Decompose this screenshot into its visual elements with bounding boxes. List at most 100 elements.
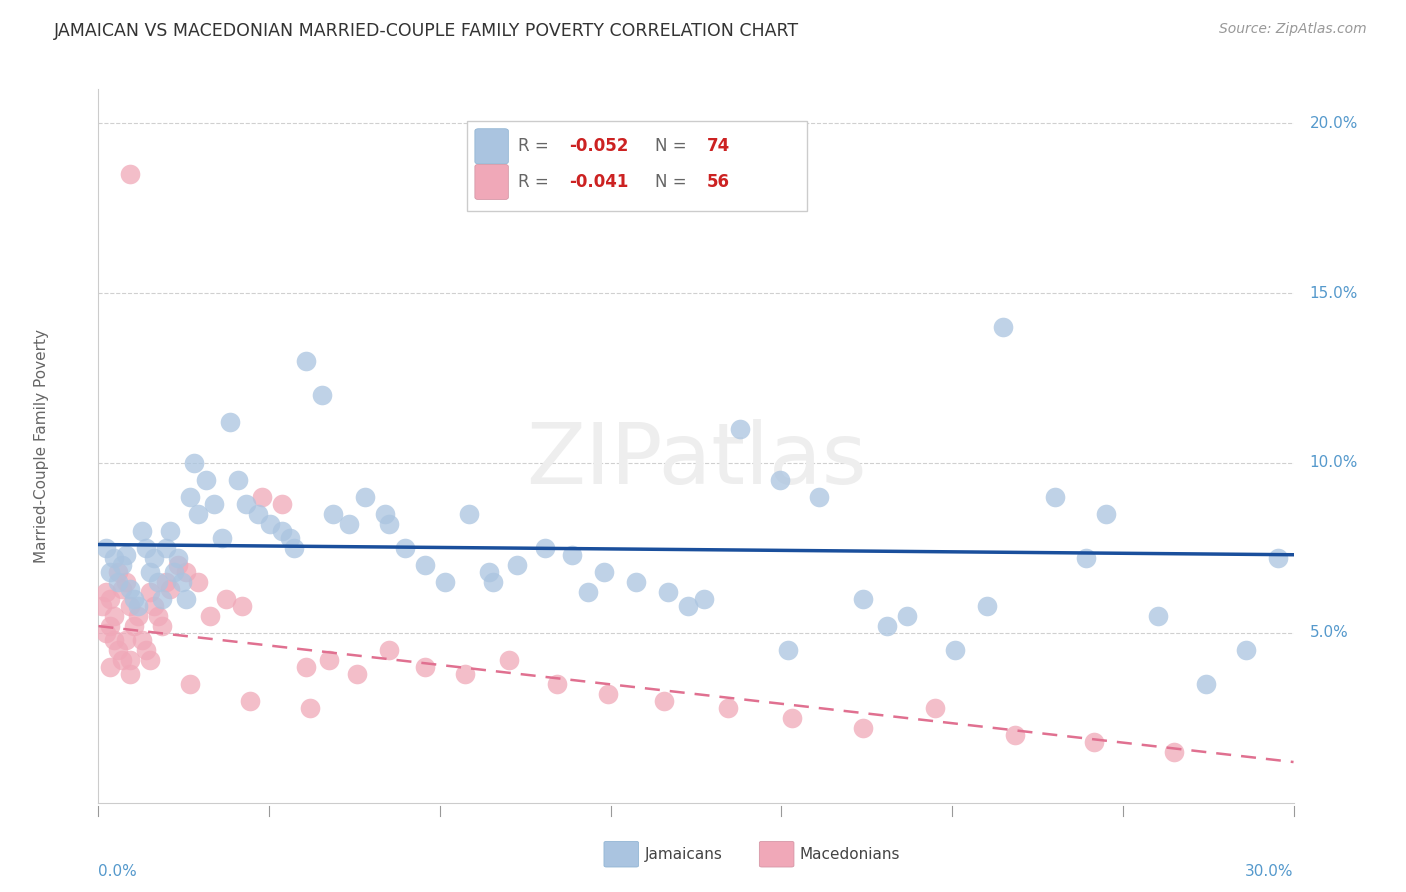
Point bbox=[776, 643, 799, 657]
Point bbox=[943, 643, 966, 657]
Point bbox=[219, 415, 242, 429]
Point bbox=[150, 591, 173, 606]
Text: ZIPatlas: ZIPatlas bbox=[526, 418, 866, 502]
Text: 20.0%: 20.0% bbox=[1309, 116, 1358, 131]
Point bbox=[852, 721, 875, 735]
Point bbox=[318, 653, 340, 667]
Point bbox=[482, 574, 505, 589]
Point bbox=[339, 517, 361, 532]
Point bbox=[1076, 551, 1098, 566]
Point bbox=[139, 585, 162, 599]
Point bbox=[294, 660, 316, 674]
Text: R =: R = bbox=[517, 137, 554, 155]
Point bbox=[593, 565, 616, 579]
Point bbox=[148, 574, 170, 589]
Point bbox=[127, 599, 149, 613]
Point bbox=[1195, 677, 1218, 691]
Point bbox=[96, 626, 118, 640]
Point bbox=[478, 565, 501, 579]
Point bbox=[1147, 608, 1170, 623]
Point bbox=[235, 497, 257, 511]
Point bbox=[322, 507, 344, 521]
Point bbox=[96, 585, 118, 599]
Point bbox=[183, 456, 205, 470]
Point bbox=[115, 574, 138, 589]
Point bbox=[250, 490, 273, 504]
Point bbox=[131, 632, 153, 647]
Point bbox=[124, 619, 146, 633]
Point bbox=[174, 565, 197, 579]
Point bbox=[155, 574, 177, 589]
Text: R =: R = bbox=[517, 173, 554, 191]
Point bbox=[115, 548, 138, 562]
Point bbox=[976, 599, 998, 613]
Point bbox=[179, 677, 201, 691]
Point bbox=[198, 608, 221, 623]
Point bbox=[215, 591, 238, 606]
Text: 74: 74 bbox=[707, 137, 730, 155]
Text: Macedonians: Macedonians bbox=[800, 847, 900, 862]
FancyBboxPatch shape bbox=[467, 121, 807, 211]
Point bbox=[506, 558, 529, 572]
Point bbox=[103, 608, 125, 623]
Point bbox=[148, 608, 170, 623]
Point bbox=[1163, 745, 1185, 759]
Point bbox=[187, 574, 209, 589]
Point bbox=[155, 541, 177, 555]
Point bbox=[98, 565, 122, 579]
Point bbox=[546, 677, 568, 691]
FancyBboxPatch shape bbox=[475, 164, 509, 200]
Point bbox=[120, 582, 142, 596]
Text: Married-Couple Family Poverty: Married-Couple Family Poverty bbox=[34, 329, 49, 563]
Point bbox=[780, 711, 803, 725]
Point bbox=[159, 582, 181, 596]
Point bbox=[1004, 728, 1026, 742]
Point bbox=[1234, 643, 1257, 657]
Text: 0.0%: 0.0% bbox=[98, 864, 138, 879]
Point bbox=[717, 700, 740, 714]
Point bbox=[561, 548, 583, 562]
Point bbox=[270, 497, 292, 511]
Point bbox=[924, 700, 946, 714]
Point bbox=[98, 619, 122, 633]
Point bbox=[120, 167, 142, 181]
Point bbox=[107, 574, 129, 589]
Point bbox=[1043, 490, 1066, 504]
Point bbox=[1267, 551, 1289, 566]
Point bbox=[202, 497, 225, 511]
Point bbox=[139, 565, 162, 579]
FancyBboxPatch shape bbox=[475, 128, 509, 164]
Point bbox=[246, 507, 269, 521]
Point bbox=[283, 541, 305, 555]
Point bbox=[270, 524, 292, 538]
Point bbox=[115, 632, 138, 647]
Point bbox=[278, 531, 301, 545]
Point bbox=[259, 517, 281, 532]
Point bbox=[107, 565, 129, 579]
Point bbox=[298, 700, 321, 714]
Point bbox=[135, 643, 157, 657]
Point bbox=[769, 473, 792, 487]
Point bbox=[98, 591, 122, 606]
Point bbox=[111, 653, 134, 667]
Point bbox=[378, 643, 401, 657]
Text: -0.052: -0.052 bbox=[569, 137, 628, 155]
Point bbox=[693, 591, 716, 606]
Point bbox=[120, 653, 142, 667]
Point bbox=[598, 687, 620, 701]
Point bbox=[96, 541, 118, 555]
Text: 56: 56 bbox=[707, 173, 730, 191]
Point bbox=[103, 551, 125, 566]
Point bbox=[1095, 507, 1118, 521]
Point bbox=[991, 320, 1014, 334]
Point bbox=[1083, 734, 1105, 748]
Point bbox=[179, 490, 201, 504]
Point bbox=[195, 473, 218, 487]
Point bbox=[139, 653, 162, 667]
Point bbox=[111, 582, 134, 596]
Text: N =: N = bbox=[655, 173, 692, 191]
Point bbox=[143, 551, 166, 566]
Point bbox=[578, 585, 600, 599]
Point bbox=[167, 551, 190, 566]
Point bbox=[187, 507, 209, 521]
